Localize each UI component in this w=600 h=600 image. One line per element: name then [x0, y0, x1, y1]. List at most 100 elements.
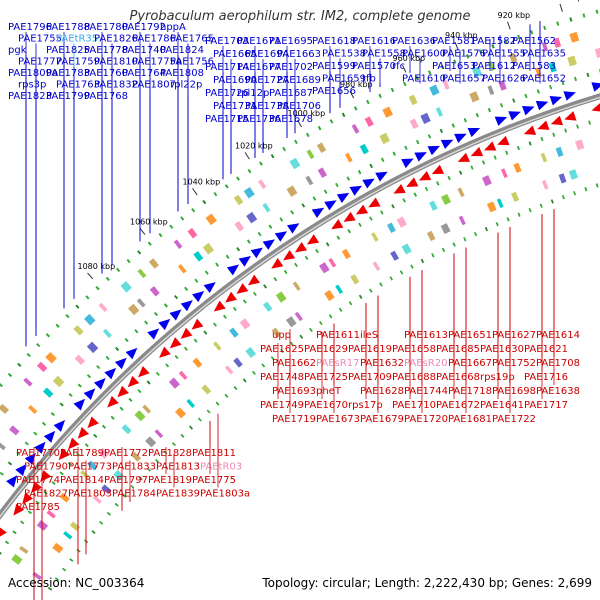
- gc-mark: [268, 224, 273, 229]
- gc-mark: [263, 284, 267, 289]
- gc-mark: [294, 139, 298, 145]
- feature-block: [32, 571, 42, 581]
- gc-mark: [389, 276, 393, 281]
- forward-gene-label: PAE1823: [8, 91, 52, 102]
- gc-mark: [0, 383, 3, 388]
- reverse-gene-label: PAE1833: [112, 462, 156, 473]
- reverse-gene-label: PAE1797: [104, 475, 148, 486]
- reverse-gene-arrow: [117, 385, 129, 398]
- forward-gene-label: rps3p: [18, 80, 46, 91]
- reverse-gene-label: PAE1828: [148, 448, 192, 459]
- gc-mark: [473, 231, 478, 237]
- forward-gene-label: PAE1616: [352, 36, 396, 47]
- forward-gene-arrow: [169, 309, 182, 321]
- reverse-gene-label: PAE1839: [156, 489, 200, 500]
- gc-mark: [146, 467, 151, 472]
- reverse-gene-label: PAE1662: [272, 358, 316, 369]
- forward-gene-arrow: [324, 200, 337, 211]
- gc-mark: [203, 330, 208, 335]
- feature-block: [36, 520, 49, 531]
- reverse-gene-label: PAE1658: [392, 344, 436, 355]
- forward-gene-label: PAE1600: [402, 49, 446, 60]
- gc-mark: [122, 493, 127, 498]
- gc-mark: [516, 145, 521, 151]
- forward-gene-label: PAE1635: [522, 49, 566, 60]
- gc-mark: [543, 25, 547, 31]
- reverse-gene-arrow: [58, 448, 70, 461]
- gc-mark: [212, 322, 218, 327]
- forward-gene-label: PAE1780: [84, 22, 128, 33]
- gc-mark: [404, 145, 408, 151]
- gc-mark: [106, 511, 111, 516]
- reverse-gene-label: PAE1827: [24, 489, 68, 500]
- feature-block: [429, 200, 438, 211]
- feature-block: [102, 328, 112, 338]
- forward-gene-arrow: [563, 91, 576, 101]
- gc-mark: [280, 348, 284, 354]
- feature-block: [294, 311, 303, 322]
- gc-mark: [105, 276, 110, 282]
- forward-gene-arrow: [454, 133, 467, 144]
- scale-tick-label: 980 kbp: [340, 80, 373, 89]
- reverse-gene-label: PAE1814: [60, 475, 104, 486]
- gc-mark: [4, 540, 10, 545]
- feature-block: [87, 460, 98, 471]
- reverse-gene-label: PAE1720: [404, 414, 448, 425]
- forward-gene-label: PAE1678: [269, 114, 313, 125]
- scale-tick-label: 1020 kbp: [235, 141, 273, 150]
- feature-block: [86, 341, 99, 354]
- gc-mark: [315, 248, 319, 254]
- forward-gene-label: PAE1690: [213, 75, 257, 86]
- reverse-gene-arrow: [169, 337, 182, 349]
- gc-mark: [67, 461, 73, 466]
- forward-gene-label: PAE1799: [46, 91, 90, 102]
- feature-block: [390, 250, 400, 261]
- gc-mark: [65, 313, 70, 319]
- feature-block: [202, 242, 215, 255]
- gc-mark: [232, 306, 237, 312]
- forward-gene-arrow: [535, 100, 549, 111]
- scale-tick: [297, 119, 302, 128]
- reverse-gene-arrow: [138, 365, 150, 378]
- feature-block: [500, 168, 508, 179]
- gc-mark: [124, 337, 129, 343]
- feature-block: [486, 201, 497, 213]
- feature-block: [74, 354, 86, 366]
- gc-mark: [378, 93, 382, 99]
- forward-gene-label: PAE1677: [237, 62, 281, 73]
- forward-gene-label: PAE1788: [46, 22, 90, 33]
- feature-block: [487, 85, 495, 95]
- feature-block: [471, 66, 483, 78]
- reverse-gene-label: rps19p: [480, 372, 515, 383]
- feature-block: [442, 80, 450, 90]
- feature-block: [289, 157, 301, 170]
- gc-mark: [85, 295, 90, 300]
- feature-block: [121, 424, 132, 435]
- gc-mark: [224, 184, 229, 189]
- forward-gene-label: PAE1694: [245, 49, 289, 60]
- reverse-gene-arrow: [418, 170, 432, 181]
- gc-mark: [137, 250, 142, 255]
- gc-mark: [236, 176, 240, 181]
- reverse-gene-label: PAE1625: [260, 344, 304, 355]
- gc-mark: [206, 409, 211, 414]
- gc-mark: [512, 98, 516, 103]
- reverse-gene-arrow: [331, 219, 344, 230]
- gc-mark: [45, 333, 51, 338]
- feature-block: [0, 442, 6, 451]
- feature-block: [386, 222, 396, 233]
- gc-mark: [0, 471, 4, 476]
- gc-mark: [505, 150, 509, 155]
- forward-gene-label: PAE1775a: [132, 57, 182, 68]
- gc-mark: [561, 80, 565, 86]
- reverse-gene-arrow: [550, 115, 564, 126]
- reverse-gene-label: PAE1717: [524, 400, 568, 411]
- forward-gene-arrow: [362, 178, 375, 189]
- reverse-gene-arrow: [306, 234, 320, 245]
- forward-gene-label: PAE1583: [512, 61, 556, 72]
- reverse-gene-label: PAE1681: [448, 414, 492, 425]
- forward-gene-arrow: [401, 158, 414, 169]
- forward-gene-arrow: [521, 105, 535, 116]
- forward-gene-arrow: [508, 111, 521, 121]
- feature-block: [481, 175, 492, 187]
